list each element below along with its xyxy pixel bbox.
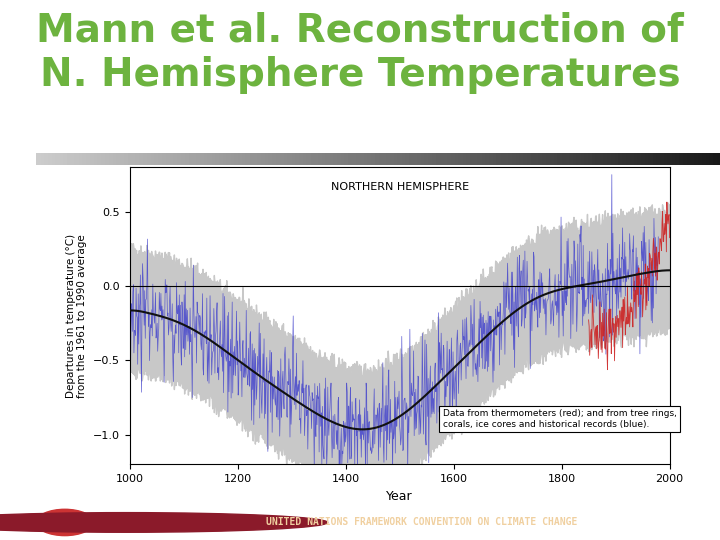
Ellipse shape bbox=[36, 509, 94, 536]
Text: UNITED NATIONS FRAMEWORK CONVENTION ON CLIMATE CHANGE: UNITED NATIONS FRAMEWORK CONVENTION ON C… bbox=[266, 517, 577, 528]
Text: 13: 13 bbox=[698, 517, 714, 528]
X-axis label: Year: Year bbox=[387, 490, 413, 503]
Circle shape bbox=[0, 512, 328, 532]
Text: NORTHERN HEMISPHERE: NORTHERN HEMISPHERE bbox=[330, 183, 469, 192]
Text: Mann et al. Reconstruction of
N. Hemisphere Temperatures: Mann et al. Reconstruction of N. Hemisph… bbox=[36, 12, 684, 94]
Y-axis label: Departures in temperature (°C)
from the 1961 to 1990 average: Departures in temperature (°C) from the … bbox=[66, 234, 87, 398]
Text: Data from thermometers (red); and from tree rings,
corals, ice cores and histori: Data from thermometers (red); and from t… bbox=[443, 409, 677, 429]
